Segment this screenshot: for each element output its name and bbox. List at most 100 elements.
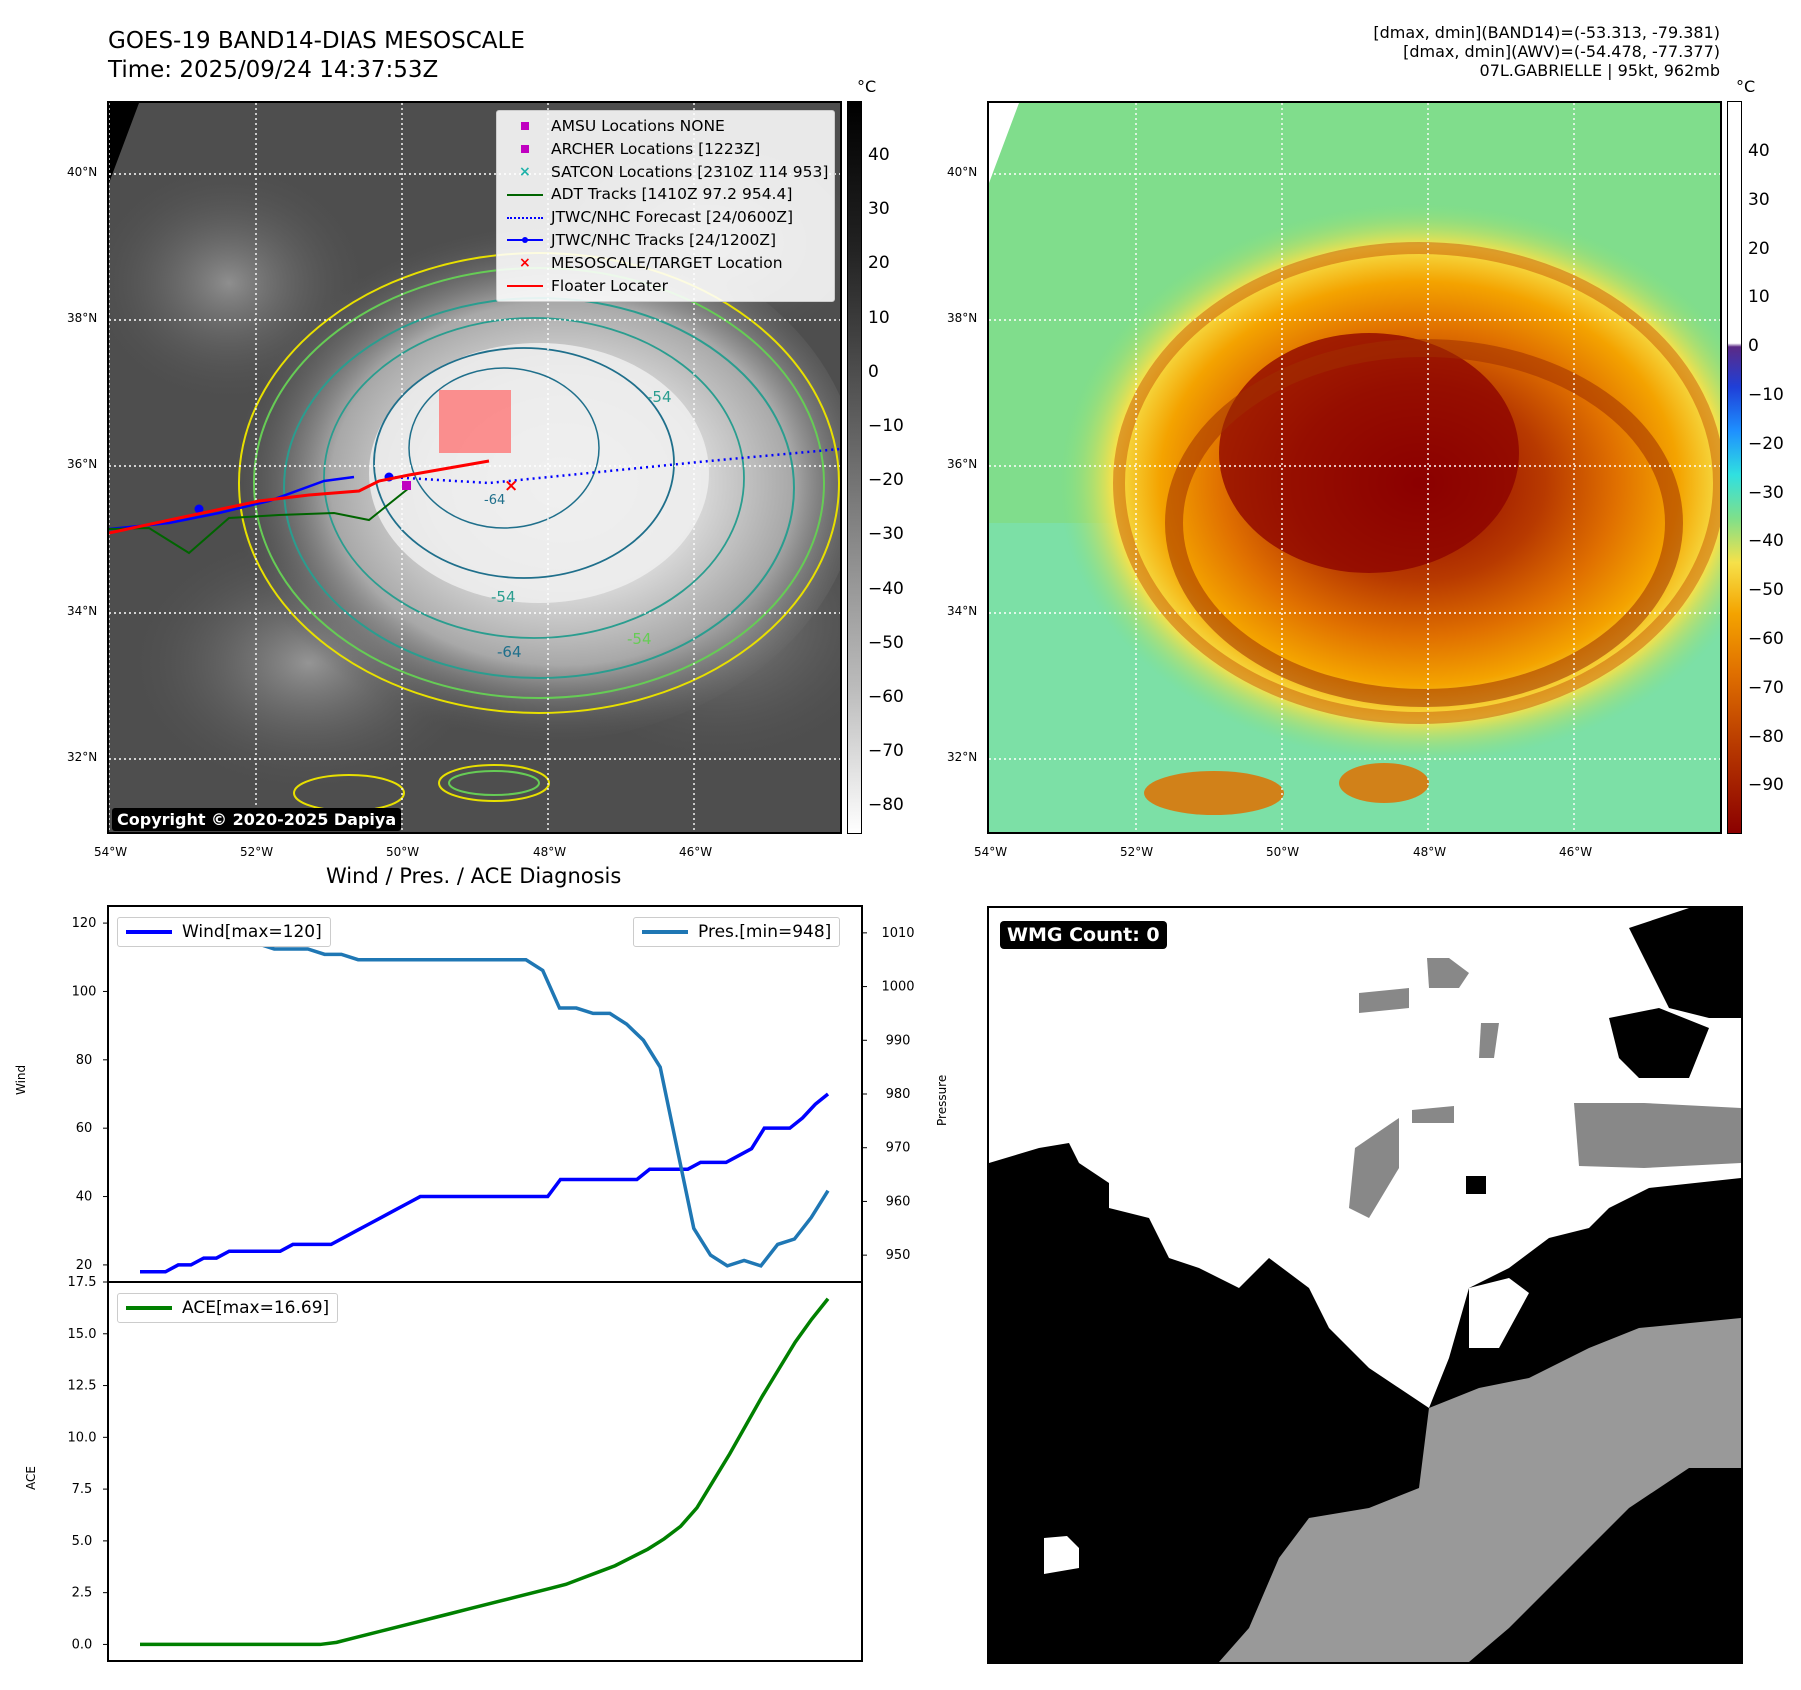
lon-label: 52°W <box>240 845 274 859</box>
colorbar-tick-label: −10 <box>868 416 904 436</box>
contour-label: -64 <box>484 493 506 508</box>
wind-series-line <box>140 1092 830 1274</box>
info-line-3: 07L.GABRIELLE | 95kt, 962mb <box>1479 61 1720 80</box>
legend-item-amsu: AMSU Locations NONE <box>505 115 828 138</box>
wind-tick-label: 40 <box>76 1190 93 1205</box>
lon-label: 52°W <box>1120 845 1154 859</box>
wind-tick-label: 60 <box>76 1121 93 1136</box>
pressure-axis-label: Pressure <box>935 1074 949 1126</box>
colorbar-tick-label: −60 <box>868 687 904 707</box>
jtwc-track-line <box>109 475 355 531</box>
figure-title: GOES-19 BAND14-DIAS MESOSCALE Time: 2025… <box>108 27 525 85</box>
line-marker-icon <box>507 193 543 196</box>
ace-tick-label: 0.0 <box>72 1637 93 1652</box>
colorbar-tick-label: 40 <box>1748 141 1770 161</box>
pressure-tick-label: 990 <box>886 1033 911 1048</box>
colorbar-tick-label: 0 <box>1748 336 1759 357</box>
ace-tick-label: 17.5 <box>68 1275 97 1290</box>
lon-label: 54°W <box>974 845 1008 859</box>
lat-label: 32°N <box>67 750 98 764</box>
line-marker-icon <box>507 284 543 287</box>
adt-track-line <box>109 487 410 555</box>
wmg-count-badge: WMG Count: 0 <box>1000 921 1167 949</box>
ace-series-line <box>140 1297 830 1647</box>
colorbar-tick-label: 40 <box>868 145 890 165</box>
wind-tick-label: 120 <box>72 916 97 931</box>
diagnosis-title: Wind / Pres. / ACE Diagnosis <box>326 864 622 888</box>
lon-label: 50°W <box>386 845 420 859</box>
colorbar-tick-label: −30 <box>868 524 904 545</box>
contour-label: -54 <box>627 630 652 648</box>
lat-label: 36°N <box>67 457 98 471</box>
ace-tick-label: 10.0 <box>68 1430 97 1445</box>
pressure-tick-label: 970 <box>886 1141 911 1156</box>
lon-label: 54°W <box>94 845 128 859</box>
square-marker-icon <box>521 122 529 131</box>
colorbar-tick-label: −80 <box>1748 726 1784 747</box>
floater-track-line <box>109 459 490 535</box>
mesoscale-box <box>439 390 511 453</box>
title-line-2: Time: 2025/09/24 14:37:53Z <box>108 57 439 83</box>
colorbar-tick-label: −70 <box>1748 677 1784 698</box>
info-line-1: [dmax, dmin](BAND14)=(-53.313, -79.381) <box>1373 23 1720 42</box>
colorbar-tick-label: −30 <box>1748 482 1784 503</box>
colorbar-tick-label: 0 <box>868 361 879 382</box>
x-marker-icon: × <box>519 163 531 180</box>
lat-label: 38°N <box>67 311 98 325</box>
lat-label: 36°N <box>947 457 978 471</box>
ace-legend: ACE[max=16.69] <box>117 1293 339 1323</box>
pressure-series-line <box>140 925 830 1268</box>
map-legend: AMSU Locations NONE ARCHER Locations [12… <box>496 110 836 303</box>
wind-tick-label: 20 <box>76 1258 93 1273</box>
legend-item-mesoscale: × MESOSCALE/TARGET Location <box>505 252 828 275</box>
pressure-line-icon <box>642 930 688 934</box>
wind-pressure-frame <box>107 905 863 1283</box>
contour-label: -54 <box>647 388 672 406</box>
wind-tick-label: 100 <box>72 984 97 999</box>
wmg-image <box>989 908 1741 1662</box>
colorbar-tick-label: 30 <box>1748 189 1770 210</box>
contour-label: -54 <box>491 588 516 606</box>
info-line-2: [dmax, dmin](AWV)=(-54.478, -77.377) <box>1403 42 1720 61</box>
contour-label: -64 <box>497 643 522 661</box>
dotted-line-icon <box>507 216 543 219</box>
lat-label: 34°N <box>947 604 978 618</box>
lat-label: 40°N <box>947 165 978 179</box>
storm-info: [dmax, dmin](BAND14)=(-53.313, -79.381) … <box>1373 23 1720 80</box>
colorbar-tick-label: −20 <box>1748 433 1784 454</box>
ace-tick-label: 5.0 <box>72 1534 93 1549</box>
legend-item-adt: ADT Tracks [1410Z 97.2 954.4] <box>505 183 828 206</box>
colorbar-unit: °C <box>857 77 877 96</box>
pressure-tick-label: 1010 <box>881 926 914 941</box>
ace-tick-label: 7.5 <box>72 1482 93 1497</box>
colorbar-tick-label: 10 <box>1748 287 1770 308</box>
title-line-1: GOES-19 BAND14-DIAS MESOSCALE <box>108 28 525 54</box>
lat-label: 34°N <box>67 604 98 618</box>
colorbar-tick-label: −50 <box>1748 580 1784 601</box>
pressure-tick-label: 1000 <box>881 980 914 995</box>
wind-legend: Wind[max=120] <box>117 917 331 947</box>
colorbar-tick-label: −60 <box>1748 629 1784 649</box>
pressure-tick-label: 950 <box>886 1248 911 1263</box>
pressure-tick-label: 980 <box>886 1087 911 1102</box>
legend-item-satcon: × SATCON Locations [2310Z 114 953] <box>505 161 828 184</box>
colorbar-tick-label: −50 <box>868 632 904 653</box>
ace-frame <box>107 1281 863 1662</box>
ace-line-icon <box>126 1306 172 1310</box>
lat-label: 32°N <box>947 750 978 764</box>
copyright-badge: Copyright © 2020-2025 Dapiya <box>112 808 402 831</box>
legend-item-jtwc-tracks: JTWC/NHC Tracks [24/1200Z] <box>505 229 828 252</box>
colorbar-tick-label: −40 <box>1748 531 1784 552</box>
colorbar-tick-label: −90 <box>1748 775 1784 796</box>
wind-line-icon <box>126 930 172 934</box>
square-marker-icon <box>521 145 529 154</box>
color-ir-map-image <box>989 103 1720 832</box>
x-marker-icon: × <box>519 255 531 272</box>
lon-label: 46°W <box>1559 845 1593 859</box>
colorbar-tick-label: −20 <box>868 470 904 491</box>
colorbar-tick-label: −10 <box>1748 385 1784 405</box>
ir-map-panel: × -54 -54 -54 -64 -64 AMSU Locations NON… <box>107 101 842 834</box>
colorbar-tick-label: −40 <box>868 578 904 599</box>
colorbar-tick-label: 10 <box>868 307 890 328</box>
mesoscale-target-marker: × <box>504 476 518 496</box>
